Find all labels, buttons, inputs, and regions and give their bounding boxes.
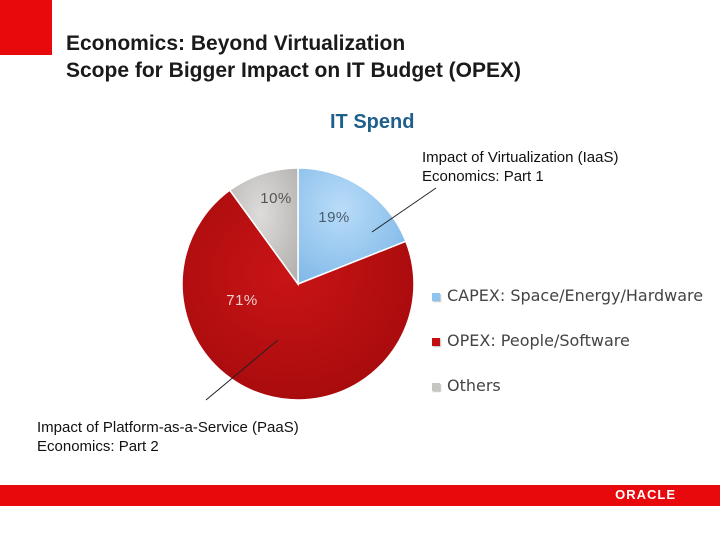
legend-swatch-opex <box>432 338 440 346</box>
legend-label-others: Others <box>447 376 501 395</box>
pie-slice-label-others: 10% <box>260 190 292 207</box>
callout-iaas-line-1: Impact of Virtualization (IaaS) <box>422 149 619 166</box>
callout-top-leader <box>371 187 437 233</box>
pie-slice-label-opex: 71% <box>226 292 258 309</box>
callout-iaas: Impact of Virtualization (IaaS) Economic… <box>422 148 618 186</box>
slide-title-line-1: Economics: Beyond Virtualization <box>66 32 406 55</box>
pie-slice-label-capex: 19% <box>318 209 350 226</box>
legend-swatch-capex <box>432 293 440 301</box>
oracle-logo: ORACLE <box>615 487 676 502</box>
pie-slices <box>181 167 415 401</box>
callout-iaas-line-2: Economics: Part 1 <box>422 168 544 185</box>
pie-slice-others <box>228 167 299 287</box>
legend-label-opex: OPEX: People/Software <box>447 331 630 350</box>
slide-title: Economics: Beyond Virtualization Scope f… <box>66 30 521 84</box>
chart-title: IT Spend <box>330 111 414 133</box>
callout-paas-line-1: Impact of Platform-as-a-Service (PaaS) <box>37 419 299 436</box>
legend-label-capex: CAPEX: Space/Energy/Hardware <box>447 286 704 305</box>
bottom-brand-bar: ORACLE <box>0 485 720 506</box>
pie-slice-labels: 19% 71% 10% <box>226 190 350 309</box>
red-corner-block <box>0 0 52 55</box>
callout-paas-line-2: Economics: Part 2 <box>37 438 159 455</box>
legend-swatch-others <box>432 383 440 391</box>
pie-slice-opex <box>181 189 415 401</box>
slide-title-line-2: Scope for Bigger Impact on IT Budget (OP… <box>66 59 522 82</box>
callout-paas: Impact of Platform-as-a-Service (PaaS) E… <box>37 418 299 456</box>
pie-slice-capex <box>297 167 407 286</box>
callout-bottom-leader <box>205 339 279 401</box>
